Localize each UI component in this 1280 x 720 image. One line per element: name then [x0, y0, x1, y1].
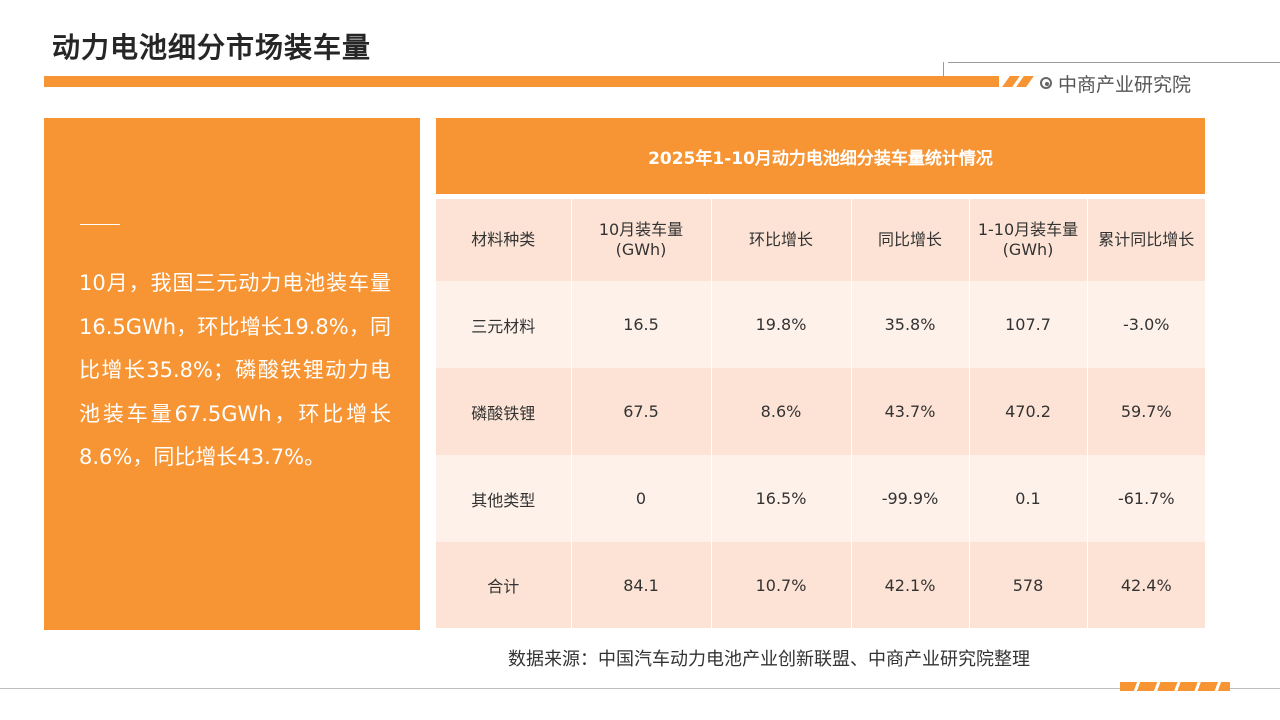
- cell-material: 合计: [436, 542, 572, 628]
- data-table-container: 2025年1-10月动力电池细分装车量统计情况 材料种类 10月装车量 (GWh…: [436, 118, 1205, 628]
- header-oct-volume: 10月装车量 (GWh): [571, 199, 712, 281]
- table-row: 磷酸铁锂 67.5 8.6% 43.7% 470.2 59.7%: [436, 368, 1205, 455]
- table-header-row: 材料种类 10月装车量 (GWh) 环比增长 同比增长 1-10月装车量 (GW…: [436, 199, 1205, 281]
- cell-ytd-volume: 107.7: [969, 281, 1088, 368]
- cell-ytd-volume: 0.1: [969, 455, 1088, 542]
- footer-divider: [0, 688, 1280, 689]
- summary-text: 10月，我国三元动力电池装车量16.5GWh，环比增长19.8%，同比增长35.…: [79, 271, 391, 469]
- cell-ytd-yoy-growth: 42.4%: [1087, 542, 1205, 628]
- cell-oct-volume: 0: [571, 455, 712, 542]
- cell-yoy-growth: -99.9%: [851, 455, 970, 542]
- cell-oct-volume: 67.5: [571, 368, 712, 455]
- cell-mom-growth: 8.6%: [711, 368, 852, 455]
- title-accent-bar: [44, 76, 999, 87]
- header-ytd-yoy-growth: 累计同比增长: [1087, 199, 1205, 281]
- data-table: 材料种类 10月装车量 (GWh) 环比增长 同比增长 1-10月装车量 (GW…: [436, 199, 1205, 628]
- table-row: 三元材料 16.5 19.8% 35.8% 107.7 -3.0%: [436, 281, 1205, 368]
- header-mom-growth: 环比增长: [711, 199, 852, 281]
- header-divider: [948, 62, 1280, 63]
- accent-stripe: [1016, 76, 1034, 87]
- cell-material: 三元材料: [436, 281, 572, 368]
- data-source-note: 数据来源：中国汽车动力电池产业创新联盟、中商产业研究院整理: [508, 649, 1030, 670]
- cell-ytd-yoy-growth: -61.7%: [1087, 455, 1205, 542]
- table-row-total: 合计 84.1 10.7% 42.1% 578 42.4%: [436, 542, 1205, 628]
- footer-accent-stripes: [1120, 682, 1230, 691]
- brand-circle-icon: [1040, 77, 1052, 89]
- cell-material: 磷酸铁锂: [436, 368, 572, 455]
- cell-mom-growth: 19.8%: [711, 281, 852, 368]
- header-divider-notch: [943, 62, 944, 77]
- brand-name: 中商产业研究院: [1058, 73, 1192, 96]
- cell-ytd-yoy-growth: -3.0%: [1087, 281, 1205, 368]
- cell-ytd-volume: 578: [969, 542, 1088, 628]
- table-row: 其他类型 0 16.5% -99.9% 0.1 -61.7%: [436, 455, 1205, 542]
- cell-material: 其他类型: [436, 455, 572, 542]
- cell-ytd-volume: 470.2: [969, 368, 1088, 455]
- brand-logo: 中商产业研究院: [1040, 70, 1191, 96]
- page-title: 动力电池细分市场装车量: [52, 31, 372, 64]
- cell-yoy-growth: 35.8%: [851, 281, 970, 368]
- cell-mom-growth: 16.5%: [711, 455, 852, 542]
- panel-divider: [80, 224, 120, 225]
- header-yoy-growth: 同比增长: [851, 199, 970, 281]
- cell-mom-growth: 10.7%: [711, 542, 852, 628]
- cell-oct-volume: 84.1: [571, 542, 712, 628]
- cell-yoy-growth: 43.7%: [851, 368, 970, 455]
- table-title: 2025年1-10月动力电池细分装车量统计情况: [436, 118, 1205, 194]
- cell-oct-volume: 16.5: [571, 281, 712, 368]
- cell-ytd-yoy-growth: 59.7%: [1087, 368, 1205, 455]
- header-ytd-volume: 1-10月装车量 (GWh): [969, 199, 1088, 281]
- cell-yoy-growth: 42.1%: [851, 542, 970, 628]
- header-material: 材料种类: [436, 199, 572, 281]
- summary-panel: [44, 118, 420, 630]
